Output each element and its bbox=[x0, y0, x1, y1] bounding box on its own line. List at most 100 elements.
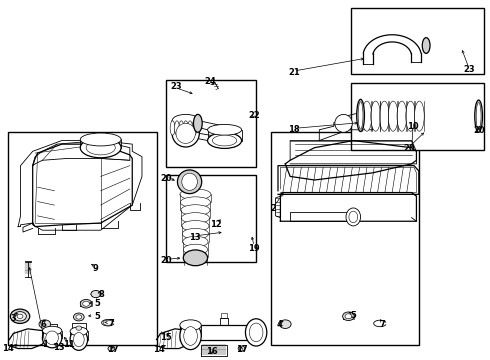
Text: 8: 8 bbox=[99, 289, 104, 298]
Ellipse shape bbox=[188, 121, 193, 135]
Ellipse shape bbox=[181, 205, 210, 216]
Text: 4: 4 bbox=[276, 320, 282, 329]
Ellipse shape bbox=[174, 121, 179, 135]
Text: 23: 23 bbox=[170, 82, 182, 91]
Ellipse shape bbox=[335, 114, 352, 132]
Ellipse shape bbox=[70, 329, 88, 350]
Ellipse shape bbox=[182, 228, 209, 239]
Ellipse shape bbox=[170, 121, 175, 135]
Ellipse shape bbox=[397, 101, 407, 131]
Text: 12: 12 bbox=[210, 220, 222, 229]
Ellipse shape bbox=[182, 221, 209, 231]
Text: 5: 5 bbox=[94, 312, 100, 321]
Text: 15: 15 bbox=[160, 333, 172, 342]
Ellipse shape bbox=[208, 133, 242, 148]
Ellipse shape bbox=[358, 102, 363, 129]
Ellipse shape bbox=[181, 213, 210, 224]
Ellipse shape bbox=[415, 101, 424, 131]
Text: 19: 19 bbox=[248, 244, 260, 253]
Ellipse shape bbox=[43, 326, 62, 335]
Text: 7: 7 bbox=[380, 320, 385, 329]
Text: 23: 23 bbox=[463, 65, 475, 74]
Bar bbox=[351, 8, 485, 74]
Circle shape bbox=[76, 326, 82, 330]
Ellipse shape bbox=[406, 101, 416, 131]
Text: 16: 16 bbox=[206, 347, 218, 356]
Bar bbox=[166, 80, 256, 167]
Circle shape bbox=[279, 320, 291, 328]
Circle shape bbox=[74, 313, 84, 321]
Circle shape bbox=[10, 309, 30, 323]
Ellipse shape bbox=[349, 211, 358, 223]
Ellipse shape bbox=[371, 101, 381, 131]
Text: 20: 20 bbox=[403, 144, 415, 153]
Ellipse shape bbox=[346, 208, 361, 226]
Ellipse shape bbox=[180, 197, 211, 208]
Circle shape bbox=[39, 320, 50, 328]
Text: 6: 6 bbox=[41, 320, 46, 329]
Text: 13: 13 bbox=[52, 343, 64, 352]
Circle shape bbox=[76, 315, 82, 319]
Ellipse shape bbox=[184, 327, 197, 345]
Ellipse shape bbox=[245, 319, 267, 346]
Circle shape bbox=[17, 314, 23, 319]
Circle shape bbox=[91, 291, 100, 298]
Ellipse shape bbox=[180, 189, 211, 200]
Bar bbox=[270, 132, 419, 345]
Text: 1: 1 bbox=[42, 341, 48, 350]
Text: 20: 20 bbox=[160, 174, 172, 183]
Ellipse shape bbox=[180, 322, 201, 350]
Text: 20: 20 bbox=[474, 126, 486, 135]
Text: 21: 21 bbox=[288, 68, 300, 77]
Text: 10: 10 bbox=[407, 122, 419, 131]
Bar bbox=[351, 83, 485, 149]
Ellipse shape bbox=[422, 38, 430, 53]
Ellipse shape bbox=[176, 123, 196, 143]
Bar bbox=[8, 132, 156, 345]
Ellipse shape bbox=[80, 138, 121, 158]
Ellipse shape bbox=[43, 328, 62, 348]
Text: 9: 9 bbox=[93, 264, 98, 273]
Circle shape bbox=[83, 301, 90, 306]
Circle shape bbox=[238, 346, 245, 351]
Ellipse shape bbox=[172, 114, 199, 127]
Ellipse shape bbox=[194, 114, 202, 132]
Circle shape bbox=[80, 300, 92, 308]
Circle shape bbox=[14, 312, 26, 321]
Ellipse shape bbox=[362, 101, 372, 131]
Ellipse shape bbox=[183, 250, 208, 266]
Ellipse shape bbox=[46, 331, 58, 345]
Ellipse shape bbox=[388, 101, 398, 131]
Circle shape bbox=[108, 346, 115, 351]
Text: 5: 5 bbox=[94, 299, 100, 308]
Ellipse shape bbox=[183, 244, 208, 255]
Ellipse shape bbox=[380, 101, 389, 131]
Ellipse shape bbox=[80, 133, 121, 146]
Text: 7: 7 bbox=[109, 319, 115, 328]
Ellipse shape bbox=[180, 320, 201, 330]
Text: 18: 18 bbox=[288, 125, 300, 134]
Text: 17: 17 bbox=[107, 345, 119, 354]
Ellipse shape bbox=[184, 252, 207, 263]
Text: 17: 17 bbox=[236, 345, 247, 354]
Text: 2: 2 bbox=[270, 204, 276, 213]
Text: 11: 11 bbox=[63, 341, 75, 350]
Text: 5: 5 bbox=[350, 311, 356, 320]
Ellipse shape bbox=[183, 236, 208, 247]
Text: 14: 14 bbox=[1, 344, 13, 353]
Ellipse shape bbox=[475, 100, 483, 132]
Ellipse shape bbox=[183, 121, 188, 135]
Text: 3: 3 bbox=[10, 314, 16, 323]
Ellipse shape bbox=[177, 170, 202, 194]
Bar bbox=[166, 175, 256, 262]
Ellipse shape bbox=[476, 103, 481, 130]
Text: 24: 24 bbox=[204, 77, 216, 86]
Text: 20: 20 bbox=[160, 256, 172, 265]
Ellipse shape bbox=[179, 121, 184, 135]
Ellipse shape bbox=[249, 323, 263, 342]
Circle shape bbox=[343, 312, 354, 320]
Ellipse shape bbox=[182, 173, 197, 190]
Text: 14: 14 bbox=[153, 345, 165, 354]
Circle shape bbox=[345, 314, 352, 319]
Ellipse shape bbox=[86, 140, 115, 155]
